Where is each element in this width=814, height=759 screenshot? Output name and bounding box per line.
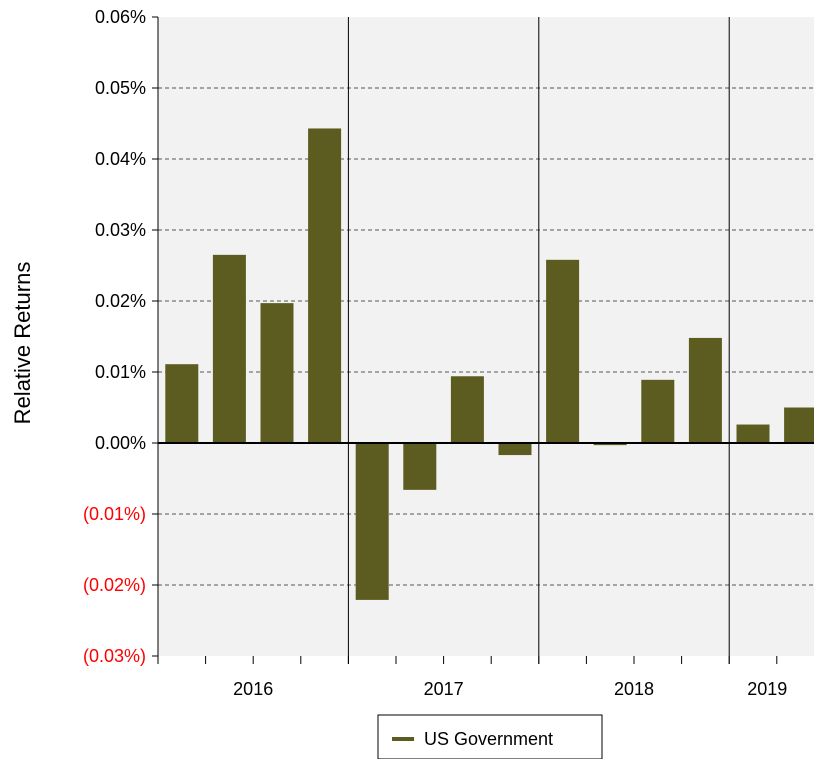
- bar: [165, 364, 199, 443]
- y-tick-label: 0.06%: [95, 7, 146, 27]
- y-axis-title: Relative Returns: [10, 262, 35, 425]
- y-tick-label: (0.01%): [83, 504, 146, 524]
- bar: [688, 337, 722, 443]
- bar: [736, 424, 770, 443]
- gridlines: [158, 17, 814, 664]
- y-tick-label: 0.05%: [95, 78, 146, 98]
- x-tick-label: 2018: [614, 679, 654, 699]
- bar: [212, 254, 246, 443]
- bar: [308, 128, 342, 443]
- plot-background: [158, 17, 814, 656]
- bar: [450, 376, 484, 443]
- y-tick-label: 0.00%: [95, 433, 146, 453]
- x-tick-label: 2019: [747, 679, 787, 699]
- bar: [784, 407, 814, 443]
- legend-box: [377, 714, 603, 759]
- legend-label: US Government: [424, 729, 553, 749]
- y-tick-label: (0.03%): [83, 646, 146, 666]
- y-tick-label: 0.02%: [95, 291, 146, 311]
- bar: [403, 443, 437, 490]
- y-tick-label: 0.04%: [95, 149, 146, 169]
- y-tick-label: 0.01%: [95, 362, 146, 382]
- bar: [355, 443, 389, 600]
- legend: US Government: [377, 714, 603, 759]
- bar: [593, 443, 627, 446]
- bars: [165, 128, 814, 600]
- y-tick-label: 0.03%: [95, 220, 146, 240]
- bar: [498, 443, 532, 456]
- x-tick-label: 2017: [424, 679, 464, 699]
- plot-area: [158, 17, 814, 656]
- x-tick-label: 2016: [233, 679, 273, 699]
- bar: [260, 303, 294, 443]
- axes: 0.06% 0.05% 0.04% 0.03% 0.02% 0.01% 0.00% (0.01…: [83, 7, 814, 699]
- bar: [641, 379, 675, 443]
- y-tick-label: (0.02%): [83, 575, 146, 595]
- bar: [546, 259, 580, 443]
